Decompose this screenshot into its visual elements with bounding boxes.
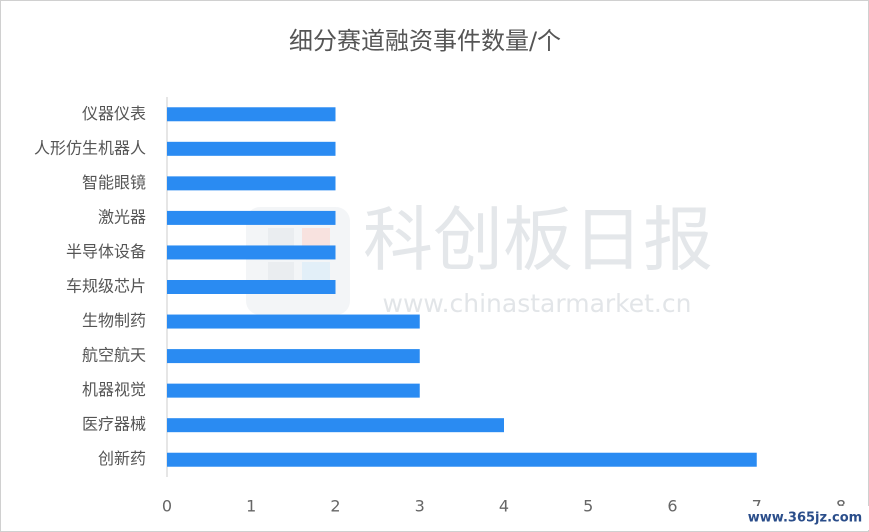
x-tick-label: 5: [583, 497, 593, 516]
chart-title: 细分赛道融资事件数量/个: [289, 27, 561, 55]
x-tick-label: 3: [415, 497, 425, 516]
x-tick-label: 6: [667, 497, 677, 516]
y-tick-label: 车规级芯片: [66, 277, 146, 296]
x-tick-label: 4: [499, 497, 509, 516]
y-tick-label: 创新药: [98, 449, 146, 468]
x-tick-label: 2: [330, 497, 340, 516]
y-tick-label: 航空航天: [82, 346, 146, 365]
y-tick-label: 医疗器械: [82, 415, 146, 434]
bar: [167, 245, 336, 260]
bar: [167, 280, 336, 294]
bar: [167, 141, 336, 156]
x-tick-label: 0: [162, 497, 172, 516]
y-tick-label: 半导体设备: [66, 242, 146, 261]
watermark-source: www.365jz.com: [748, 511, 862, 526]
y-tick-label: 机器视觉: [82, 380, 146, 399]
bar: [167, 418, 504, 433]
y-tick-label: 生物制药: [82, 311, 146, 330]
y-tick-label: 人形仿生机器人: [34, 138, 146, 157]
bar: [167, 176, 336, 191]
watermark-brand: 科创板日报: [363, 199, 713, 281]
y-tick-label: 智能眼镜: [82, 173, 146, 192]
y-tick-label: 激光器: [98, 207, 146, 226]
bar: [167, 314, 420, 329]
bar: [167, 349, 420, 364]
bar: [167, 107, 336, 122]
bar: [167, 383, 420, 398]
x-tick-label: 1: [246, 497, 256, 516]
bar: [167, 452, 757, 467]
y-tick-label: 仪器仪表: [82, 104, 146, 123]
source-bg: [738, 506, 869, 530]
bar: [167, 210, 336, 225]
watermark-site: www.chinastarmarket.cn: [383, 289, 692, 318]
